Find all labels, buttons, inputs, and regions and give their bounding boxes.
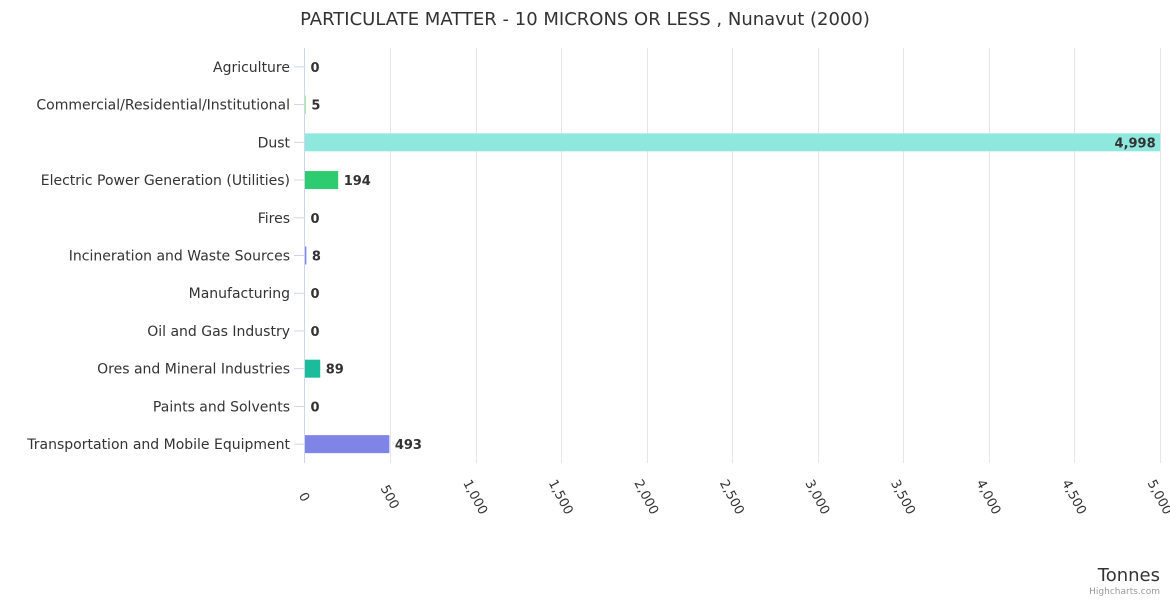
data-label: 194 <box>344 174 371 189</box>
category-labels: Agriculture Commercial/Residential/Instit… <box>26 60 304 453</box>
data-label: 0 <box>311 61 320 76</box>
x-tick-label: 1,000 <box>459 477 490 517</box>
chart-title: PARTICULATE MATTER - 10 MICRONS OR LESS … <box>300 9 870 30</box>
grid-layer <box>390 48 1161 463</box>
x-tick-label: 2,000 <box>630 477 661 517</box>
data-label: 493 <box>395 438 422 453</box>
data-label: 0 <box>311 287 320 302</box>
bar <box>305 246 307 265</box>
tick-labels: 0 500 1,000 1,500 2,000 2,500 3,000 3,500 4,000 4… <box>295 477 1170 517</box>
x-tick-label: 4,000 <box>973 477 1004 517</box>
category-label: Commercial/Residential/Institutional <box>36 98 290 114</box>
category-label: Manufacturing <box>189 286 290 302</box>
bars-layer: 0 5 4,998 194 0 8 0 0 89 0 493 <box>305 61 1161 454</box>
x-tick-label: 5,000 <box>1144 477 1170 517</box>
bar <box>305 95 306 114</box>
data-label: 4,998 <box>1115 136 1156 151</box>
x-tick-label: 3,000 <box>802 477 833 517</box>
data-label: 8 <box>312 250 321 265</box>
category-label: Fires <box>258 211 290 227</box>
x-tick-label: 500 <box>377 483 402 512</box>
data-label: 0 <box>311 400 320 415</box>
category-label: Electric Power Generation (Utilities) <box>41 173 290 189</box>
credits-link[interactable]: Highcharts.com <box>1089 587 1160 597</box>
category-label: Dust <box>258 135 291 151</box>
x-tick-label: 0 <box>295 490 312 504</box>
category-label: Paints and Solvents <box>153 399 290 415</box>
data-label: 0 <box>311 212 320 227</box>
category-label: Ores and Mineral Industries <box>97 362 290 378</box>
category-label: Incineration and Waste Sources <box>69 249 290 265</box>
bar <box>305 171 339 190</box>
category-label: Transportation and Mobile Equipment <box>26 437 290 453</box>
bar <box>305 359 321 378</box>
bar <box>305 435 390 454</box>
x-tick-label: 1,500 <box>545 477 576 517</box>
bar <box>305 133 1161 152</box>
x-tick-label: 4,500 <box>1058 477 1089 517</box>
category-label: Oil and Gas Industry <box>147 324 290 340</box>
data-label: 0 <box>311 325 320 340</box>
x-tick-label: 3,500 <box>887 477 918 517</box>
x-axis-title: Tonnes <box>1097 565 1160 586</box>
data-label: 89 <box>326 363 344 378</box>
category-label: Agriculture <box>213 60 290 76</box>
x-tick-label: 2,500 <box>716 477 747 517</box>
data-label: 5 <box>311 99 320 114</box>
